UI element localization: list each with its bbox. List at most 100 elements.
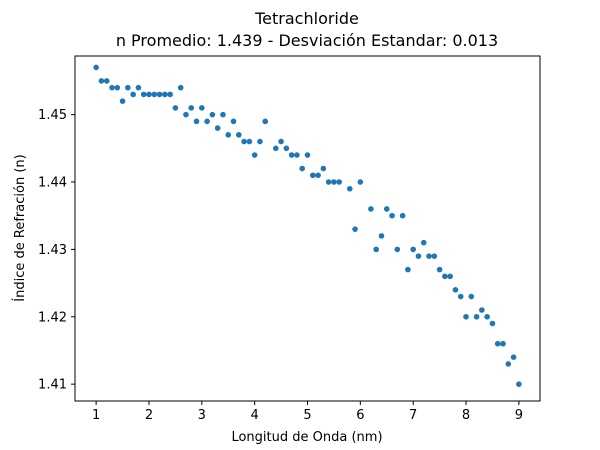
data-point [442, 273, 448, 280]
data-point [489, 320, 496, 327]
data-point [230, 118, 237, 125]
x-tick-label: 3 [198, 408, 206, 423]
x-axis-label: Longitud de Onda (nm) [231, 430, 382, 445]
data-point [473, 313, 480, 320]
data-point [331, 179, 337, 185]
data-point [183, 111, 189, 118]
x-tick-label: 1 [92, 408, 100, 423]
plot-background [75, 56, 540, 401]
data-point [98, 78, 105, 84]
data-point [309, 172, 316, 179]
y-tick-label: 1.41 [38, 378, 67, 393]
data-point [220, 111, 226, 118]
x-tick-label: 8 [462, 408, 470, 423]
y-axis-label: Índice de Refración (n) [12, 154, 28, 301]
data-point [262, 118, 269, 125]
data-point [294, 152, 300, 158]
data-point [399, 212, 406, 219]
data-point [177, 84, 184, 91]
data-point [378, 233, 385, 239]
data-point [415, 253, 422, 259]
x-tick-label: 5 [303, 408, 311, 423]
data-point [146, 91, 152, 98]
y-tick-label: 1.44 [38, 176, 67, 191]
data-point [214, 125, 221, 131]
data-point [288, 152, 295, 158]
data-point [151, 91, 158, 98]
data-point [510, 354, 517, 361]
data-point [315, 172, 321, 179]
data-point [410, 246, 416, 253]
plot-frame [74, 55, 541, 402]
data-point [494, 340, 501, 347]
data-point [320, 165, 327, 172]
data-point [236, 132, 242, 138]
data-point [447, 273, 453, 280]
data-point [204, 118, 210, 125]
data-point [199, 105, 205, 111]
data-point [373, 246, 379, 253]
data-point [457, 293, 464, 300]
data-point [516, 381, 522, 387]
data-points [93, 64, 522, 387]
x-axis-ticks: 1 2 3 4 5 6 7 8 9 [92, 401, 523, 423]
data-point [272, 145, 279, 152]
data-point [431, 253, 438, 259]
data-point [119, 98, 126, 104]
chart-title: Tetrachloride [254, 9, 359, 28]
data-point [468, 293, 475, 300]
data-point [162, 91, 168, 98]
chart-subtitle: n Promedio: 1.439 - Desviación Estandar:… [116, 31, 498, 50]
data-point [93, 64, 99, 71]
data-point [352, 226, 358, 232]
plot-area [75, 56, 540, 401]
data-point [405, 266, 411, 273]
data-point [114, 84, 121, 91]
data-point [346, 185, 353, 192]
data-point [436, 266, 443, 273]
data-point [299, 165, 306, 172]
data-point [484, 313, 490, 320]
data-point [103, 78, 110, 84]
data-point [246, 138, 253, 145]
data-point [130, 91, 136, 98]
data-point [156, 91, 163, 98]
data-point [193, 118, 200, 125]
data-point [500, 340, 506, 347]
data-point [278, 138, 284, 145]
x-tick-label: 6 [356, 408, 364, 423]
data-point [394, 246, 401, 253]
data-point [209, 111, 216, 118]
data-point [368, 206, 374, 212]
data-point [257, 138, 263, 145]
data-point [251, 152, 258, 158]
data-point [426, 253, 432, 259]
data-point [420, 239, 427, 246]
data-point [241, 138, 247, 145]
x-tick-label: 2 [145, 408, 153, 423]
y-tick-label: 1.42 [38, 310, 67, 325]
data-point [479, 307, 485, 313]
data-point [357, 179, 364, 185]
data-point [336, 179, 343, 185]
data-point [167, 91, 173, 98]
data-point [325, 179, 332, 185]
data-point [225, 132, 232, 138]
data-point [389, 212, 395, 219]
data-point [109, 84, 115, 91]
y-axis-ticks: 1.41 1.42 1.43 1.44 1.45 [38, 108, 75, 393]
data-point [463, 313, 469, 320]
data-point [283, 145, 290, 152]
y-tick-label: 1.43 [38, 243, 67, 258]
x-tick-label: 9 [515, 408, 523, 423]
data-point [505, 361, 512, 367]
data-point [452, 287, 459, 293]
data-point [135, 84, 142, 91]
data-point [125, 84, 131, 91]
data-point [172, 105, 179, 111]
y-tick-label: 1.45 [38, 108, 67, 123]
data-point [304, 152, 311, 158]
data-point [383, 206, 390, 212]
x-tick-label: 7 [409, 408, 417, 423]
